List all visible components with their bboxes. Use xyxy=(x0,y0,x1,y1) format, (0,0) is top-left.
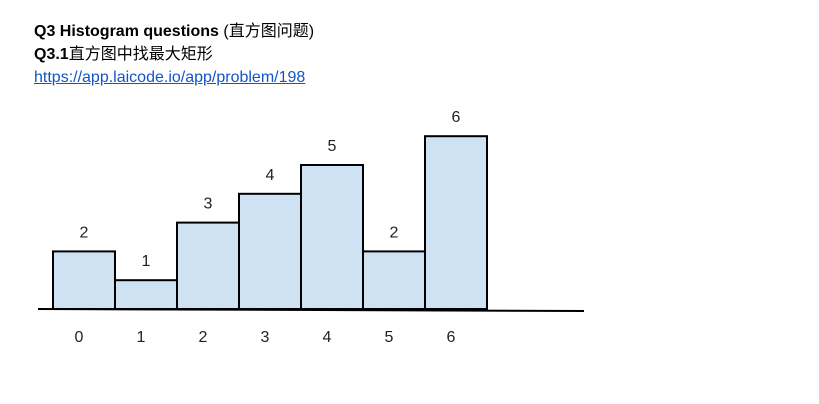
section-heading-chinese: (直方图问题) xyxy=(218,23,315,40)
subsection-heading-text: 直方图中找最大矩形 xyxy=(68,46,213,63)
problem-link[interactable]: https://app.laicode.io/app/problem/198 xyxy=(34,69,306,86)
tick-label-4: 4 xyxy=(323,329,332,346)
bar-1 xyxy=(114,279,178,311)
tick-label-5: 5 xyxy=(385,329,394,346)
data-label-3: 4 xyxy=(266,167,275,184)
bar-4 xyxy=(300,164,364,310)
problem-link-line: https://app.laicode.io/app/problem/198 xyxy=(34,66,314,89)
tick-label-3: 3 xyxy=(261,329,270,346)
bar-5 xyxy=(362,250,426,310)
subsection-heading: Q3.1直方图中找最大矩形 xyxy=(34,43,314,66)
tick-label-0: 0 xyxy=(75,329,84,346)
data-label-4: 5 xyxy=(328,138,337,155)
data-label-0: 2 xyxy=(80,224,89,241)
x-axis-baseline xyxy=(37,308,585,312)
bar-2 xyxy=(176,221,240,311)
tick-label-2: 2 xyxy=(199,329,208,346)
subsection-heading-number: Q3.1 xyxy=(34,46,69,63)
bars-group xyxy=(52,135,488,311)
bar-0 xyxy=(52,250,116,310)
section-heading-bold: Q3 Histogram questions xyxy=(34,23,219,40)
bar-3 xyxy=(238,192,302,310)
tick-label-1: 1 xyxy=(137,329,146,346)
tick-label-6: 6 xyxy=(447,329,456,346)
section-heading: Q3 Histogram questions (直方图问题) xyxy=(34,20,314,43)
data-label-5: 2 xyxy=(390,224,399,241)
data-labels-group: 2 1 3 4 5 2 6 xyxy=(80,109,461,270)
bar-6 xyxy=(424,135,488,310)
document-body: Q3 Histogram questions (直方图问题) Q3.1直方图中找… xyxy=(34,20,314,89)
data-label-1: 1 xyxy=(142,253,151,270)
data-label-6: 6 xyxy=(452,109,461,126)
data-label-2: 3 xyxy=(204,196,213,213)
tick-labels-group: 0 1 2 3 4 5 6 xyxy=(75,329,456,346)
